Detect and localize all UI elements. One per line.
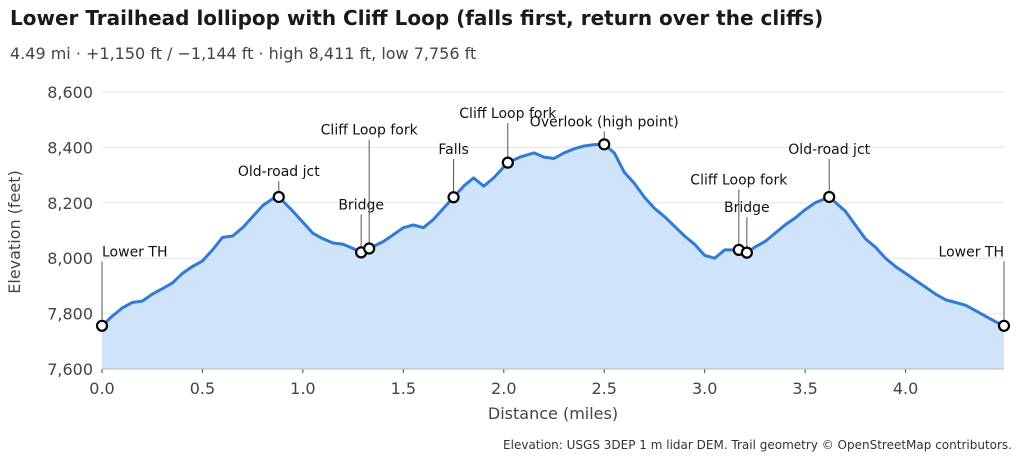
waypoint-label: Overlook (high point) [530, 114, 679, 130]
waypoint-marker [598, 138, 611, 151]
y-tick-label: 8,400 [47, 138, 93, 157]
source-footer: Elevation: USGS 3DEP 1 m lidar DEM. Trai… [503, 438, 1012, 452]
y-tick-label: 7,600 [47, 360, 93, 379]
waypoint-label: Cliff Loop fork [459, 106, 557, 122]
x-tick-label: 2.5 [592, 379, 617, 398]
waypoint-marker [823, 190, 836, 204]
waypoint-marker [740, 246, 753, 259]
waypoint-label: Cliff Loop fork [690, 173, 788, 189]
chart-title: Lower Trailhead lollipop with Cliff Loop… [10, 6, 824, 30]
x-tick-label: 0.5 [190, 379, 215, 398]
chart-subtitle: 4.49 mi · +1,150 ft / −1,144 ft · high 8… [10, 44, 477, 63]
waypoint-label: Old-road jct [238, 164, 320, 180]
y-tick-label: 7,800 [47, 305, 93, 324]
waypoint-label: Lower TH [102, 245, 167, 261]
waypoint-label: Bridge [724, 200, 770, 216]
elevation-fill [102, 144, 1004, 369]
waypoint-label: Lower TH [939, 245, 1004, 261]
waypoint-marker [997, 319, 1011, 332]
x-tick-label: 3.5 [792, 379, 817, 398]
x-axis-label: Distance (miles) [488, 404, 618, 423]
x-tick-label: 3.0 [692, 379, 717, 398]
y-tick-label: 8,600 [47, 83, 93, 102]
waypoint-marker [95, 319, 109, 332]
y-tick-label: 8,200 [47, 194, 93, 213]
y-axis-label: Elevation (feet) [5, 170, 24, 293]
waypoint-marker [272, 190, 285, 204]
x-tick-label: 1.0 [290, 379, 315, 398]
axes: 7,600 7,800 8,000 8,200 8,400 8,600 0.0 0.5 1.0 1… [47, 83, 1004, 398]
elevation-line [100, 142, 1005, 328]
waypoint-label: Falls [438, 142, 468, 158]
x-tick-label: 4.0 [893, 379, 918, 398]
waypoint-label: Cliff Loop fork [321, 123, 419, 139]
waypoint-marker [501, 156, 514, 169]
elevation-area [100, 142, 1005, 369]
x-tick-label: 2.0 [491, 379, 516, 398]
x-tick-label: 0.0 [89, 379, 114, 398]
waypoint-marker [447, 191, 460, 204]
waypoint-marker [363, 242, 376, 255]
x-tick-label: 1.5 [391, 379, 416, 398]
y-tick-label: 8,000 [47, 249, 93, 268]
waypoint-label: Bridge [338, 197, 384, 213]
waypoint-label: Old-road jct [788, 142, 870, 158]
waypoint-annotations: Lower TH Old-road jct Bridge Cliff Loop for… [95, 106, 1011, 332]
